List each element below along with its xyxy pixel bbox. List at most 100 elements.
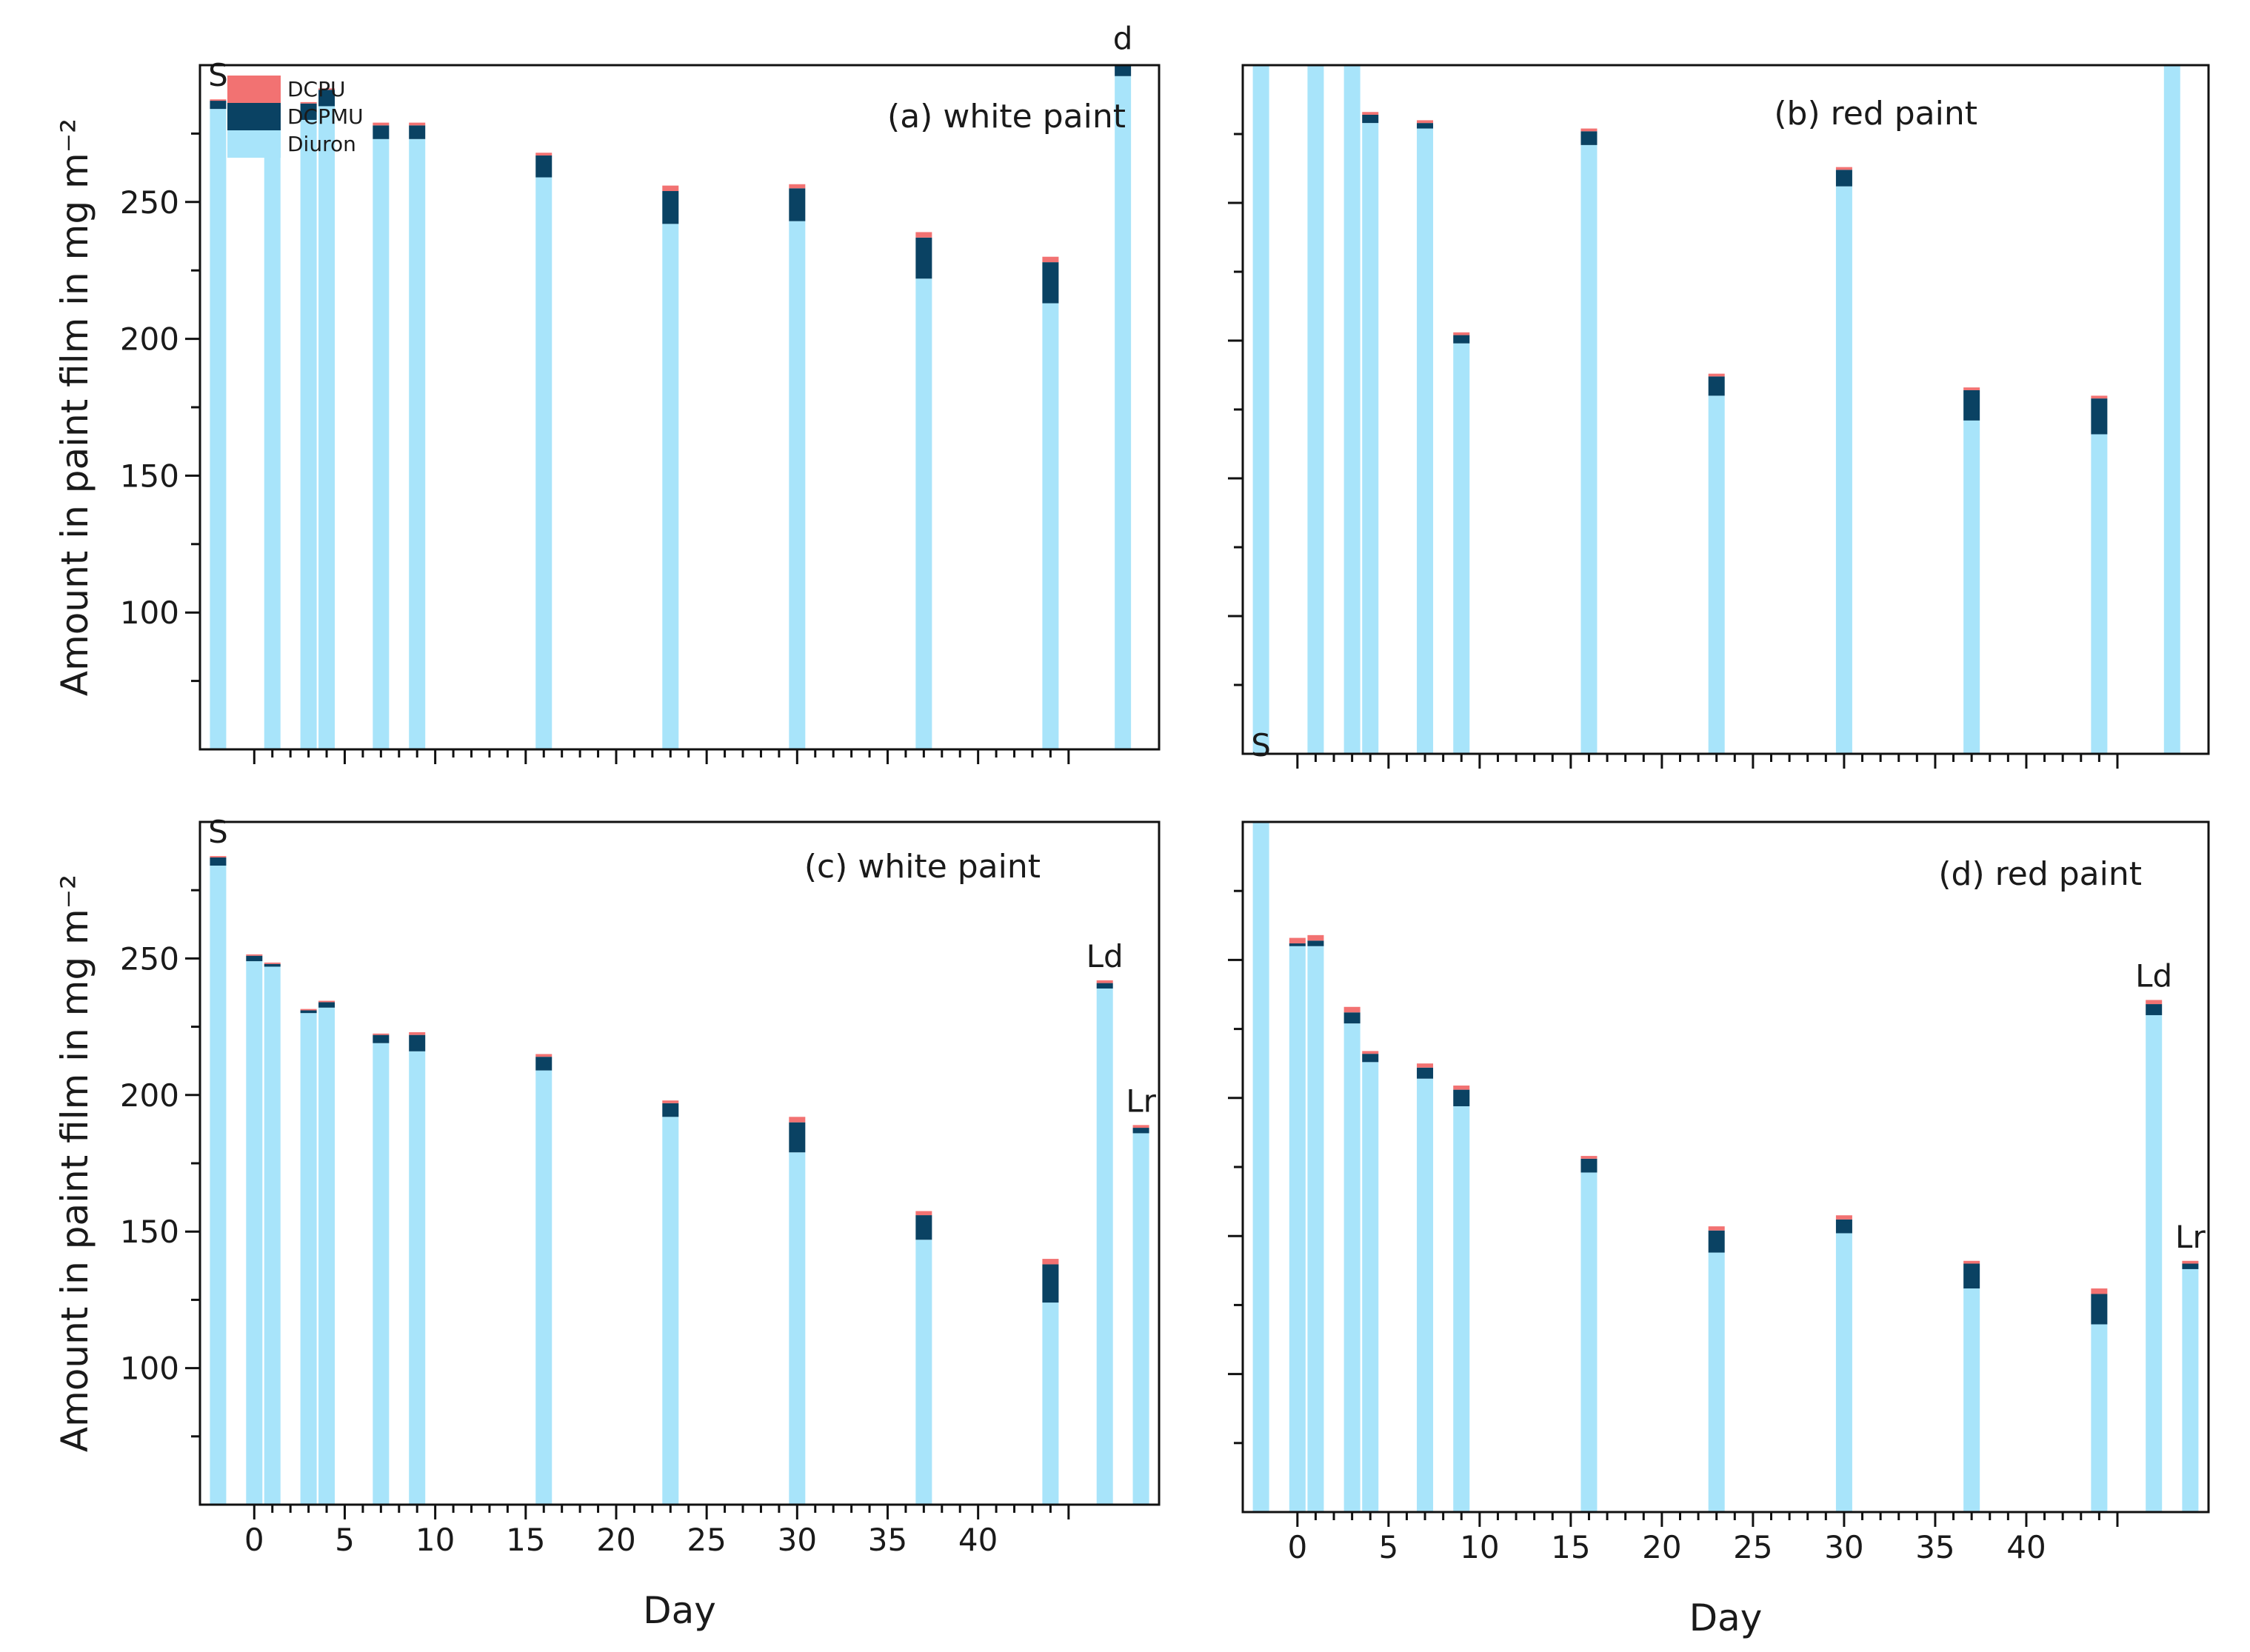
bar-c-2-diuron — [264, 966, 281, 1505]
bar-b-0-diuron — [1252, 65, 1269, 754]
bar-c-1-dcpmu — [246, 955, 263, 962]
bar-d-10-dcpmu — [1963, 1263, 1980, 1289]
x-tick-label-d-30: 30 — [1824, 1529, 1863, 1565]
bar-a-9-dcpu — [915, 232, 932, 238]
bar-a-6-dcpmu — [535, 155, 553, 178]
bar-c-1-diuron — [246, 961, 263, 1505]
x-axis-label-d: Day — [1689, 1596, 1763, 1639]
bar-c-4-dcpu — [318, 1000, 336, 1003]
bar-c-5-diuron — [373, 1043, 390, 1505]
y-tick-label-c-100: 100 — [120, 1351, 179, 1387]
bar-c-6-dcpu — [409, 1031, 426, 1035]
bar-label-a-d: d — [1113, 20, 1133, 56]
bar-b-10-dcpmu — [2091, 398, 2108, 435]
bar-d-11-dcpmu — [2091, 1294, 2108, 1325]
bar-c-7-diuron — [535, 1070, 553, 1505]
bar-label-d-s: S — [1251, 727, 1271, 763]
bar-b-9-diuron — [1963, 420, 1980, 754]
bar-d-9-diuron — [1835, 1233, 1852, 1512]
bar-a-5-dcpu — [409, 122, 426, 126]
bar-a-7-dcpmu — [662, 191, 679, 224]
bar-d-8-dcpmu — [1708, 1230, 1725, 1253]
bar-label-d-lr: Lr — [2175, 1219, 2206, 1255]
bar-d-8-dcpu — [1708, 1226, 1725, 1231]
bar-d-7-dcpu — [1580, 1156, 1598, 1159]
bar-d-5-diuron — [1417, 1078, 1434, 1512]
bar-d-7-diuron — [1580, 1172, 1598, 1512]
bar-d-11-diuron — [2091, 1324, 2108, 1512]
bar-d-3-dcpu — [1343, 1006, 1361, 1013]
legend-label-dcpmu: DCPMU — [287, 104, 364, 129]
bar-c-12-dcpmu — [1096, 983, 1113, 989]
bar-a-8-diuron — [789, 221, 806, 749]
bar-a-0-dcpu — [210, 99, 227, 101]
bar-label-d-ld: Ld — [2135, 957, 2172, 994]
panel-title-a: (a) white paint — [887, 98, 1126, 136]
x-tick-label-c-40: 40 — [958, 1522, 998, 1558]
bar-b-7-dcpu — [1708, 373, 1725, 377]
bar-b-6-dcpmu — [1580, 131, 1598, 145]
x-tick-label-c-20: 20 — [596, 1522, 635, 1558]
bar-d-9-dcpu — [1835, 1215, 1852, 1220]
bar-a-8-dcpu — [789, 184, 806, 189]
bar-d-12-dcpmu — [2146, 1004, 2163, 1015]
bar-c-7-dcpu — [535, 1054, 553, 1057]
bar-d-5-dcpmu — [1417, 1067, 1434, 1079]
legend-label-dcpu: DCPU — [287, 77, 346, 101]
bar-d-7-dcpmu — [1580, 1158, 1598, 1173]
plot-frame-a — [198, 64, 1161, 751]
bar-b-2-diuron — [1343, 65, 1361, 754]
bar-c-3-dcpmu — [300, 1010, 317, 1014]
bar-b-3-dcpmu — [1362, 114, 1379, 124]
bar-label-c-s: S — [208, 814, 228, 850]
bar-a-10-diuron — [1042, 303, 1059, 749]
bar-d-13-dcpu — [2182, 1260, 2199, 1264]
bar-a-4-dcpu — [373, 122, 390, 126]
bar-b-5-dcpu — [1453, 332, 1470, 335]
bar-c-4-dcpmu — [318, 1002, 336, 1008]
bar-label-c-ld: Ld — [1086, 938, 1124, 974]
bar-c-10-dcpu — [915, 1211, 932, 1216]
bar-c-3-diuron — [300, 1013, 317, 1505]
bar-a-5-dcpmu — [409, 125, 426, 139]
panel-title-d: (d) red paint — [1938, 855, 2142, 893]
bar-c-13-dcpu — [1132, 1125, 1149, 1128]
bar-b-6-dcpu — [1580, 128, 1598, 132]
bar-label-b-s: S — [1251, 0, 1271, 7]
bar-a-11-diuron — [1115, 76, 1132, 749]
bar-c-3-dcpu — [300, 1009, 317, 1011]
bar-b-4-dcpmu — [1417, 123, 1434, 129]
y-tick-label-a-250: 250 — [120, 184, 179, 221]
bar-b-4-dcpu — [1417, 120, 1434, 124]
bar-a-3-diuron — [318, 106, 336, 749]
bar-d-3-diuron — [1343, 1023, 1361, 1512]
bar-d-1-dcpu — [1289, 937, 1306, 944]
bar-a-2-diuron — [300, 119, 317, 750]
bar-a-1-diuron — [264, 111, 281, 749]
bar-c-0-diuron — [210, 866, 227, 1505]
bar-b-10-dcpu — [2091, 395, 2108, 399]
x-tick-label-c-15: 15 — [506, 1522, 545, 1558]
bar-b-5-dcpmu — [1453, 335, 1470, 344]
bar-b-7-diuron — [1708, 395, 1725, 754]
bar-d-6-dcpmu — [1453, 1089, 1470, 1106]
bar-c-9-dcpmu — [789, 1122, 806, 1153]
bar-c-6-dcpmu — [409, 1034, 426, 1051]
y-axis-label-a: Amount in paint film in mg m⁻² — [53, 118, 96, 696]
x-tick-label-c-5: 5 — [335, 1522, 355, 1558]
x-axis-label-c: Day — [643, 1589, 716, 1632]
bar-c-9-dcpu — [789, 1117, 806, 1123]
bar-a-6-diuron — [535, 177, 553, 749]
panel-b: Sd(b) red paint — [1228, 0, 2210, 769]
bar-c-12-dcpu — [1096, 980, 1113, 983]
bar-d-4-diuron — [1362, 1062, 1379, 1512]
bar-d-13-diuron — [2182, 1268, 2199, 1512]
bar-c-11-dcpu — [1042, 1259, 1059, 1265]
bar-b-1-diuron — [1307, 65, 1324, 754]
bar-d-8-diuron — [1708, 1252, 1725, 1512]
bar-c-5-dcpu — [373, 1033, 390, 1035]
bar-c-10-dcpmu — [915, 1215, 932, 1240]
bar-b-11-diuron — [2163, 65, 2180, 754]
bar-label-a-s: S — [208, 57, 228, 93]
